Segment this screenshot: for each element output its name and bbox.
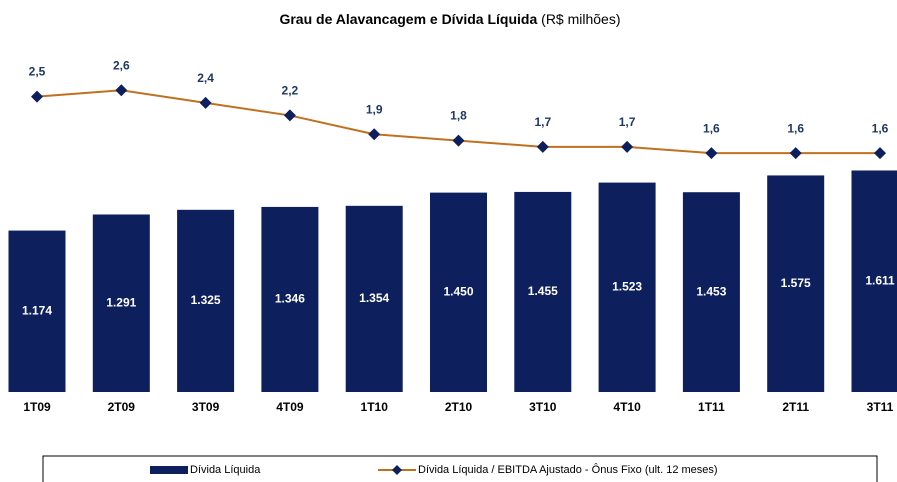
line-value-label: 2,5 (29, 65, 46, 79)
bar (430, 192, 487, 392)
title: Grau de Alavancagem e Dívida Líquida (279, 11, 537, 27)
bar-value-label: 1.346 (275, 292, 305, 306)
bar (177, 209, 235, 392)
legend-label: Dívida Líquida (190, 464, 261, 476)
bar-value-label: 1.291 (106, 295, 136, 309)
line-value-label: 1,8 (450, 109, 467, 123)
line-marker (874, 147, 886, 160)
bar (598, 182, 656, 392)
legend-marker (392, 465, 402, 475)
x-tick-label: 3T10 (529, 400, 557, 414)
bar-value-label: 1.523 (612, 279, 642, 293)
line-marker (368, 128, 381, 141)
line-value-label: 2,6 (113, 58, 130, 72)
line-value-label: 1,6 (872, 121, 889, 135)
line-marker (705, 147, 718, 160)
bar (92, 214, 150, 392)
x-tick-label: 1T10 (361, 400, 389, 414)
line-marker (199, 96, 212, 109)
line-value-label: 2,2 (282, 84, 299, 98)
line-marker (452, 134, 465, 147)
bar (345, 205, 403, 392)
line-marker (283, 109, 296, 122)
bar-value-label: 1.325 (191, 293, 221, 307)
legend-label: Dívida Líquida / EBITDA Ajustado - Ônus … (418, 463, 718, 476)
x-tick-label: 3T11 (867, 400, 894, 414)
x-tick-label: 2T11 (782, 400, 809, 414)
x-tick-label: 4T10 (613, 400, 641, 414)
bar (514, 191, 572, 392)
x-tick-label: 1T11 (698, 400, 725, 414)
subtitle: (R$ milhões) (541, 11, 620, 27)
bar-value-label: 1.611 (865, 273, 895, 287)
x-tick-label: 2T09 (108, 400, 136, 414)
bar-value-label: 1.174 (22, 303, 52, 317)
bar-value-label: 1.575 (781, 276, 811, 290)
line-value-label: 1,6 (787, 121, 804, 135)
line-marker (31, 90, 43, 103)
bar (8, 230, 66, 392)
bar (261, 206, 319, 392)
line-marker (115, 84, 128, 97)
bar (767, 175, 825, 392)
legend-swatch (150, 466, 188, 474)
bar-value-label: 1.455 (528, 284, 558, 298)
x-tick-label: 3T09 (192, 400, 220, 414)
line-value-label: 2,4 (197, 71, 214, 85)
line-marker (789, 147, 802, 160)
bar-value-label: 1.453 (696, 284, 726, 298)
x-tick-label: 1T09 (23, 400, 51, 414)
x-tick-label: 4T09 (276, 400, 304, 414)
bar-value-label: 1.450 (443, 284, 473, 298)
x-tick-label: 2T10 (445, 400, 473, 414)
line-value-label: 1,6 (703, 121, 720, 135)
bar (851, 170, 897, 392)
line-value-label: 1,7 (534, 115, 551, 129)
line-value-label: 1,9 (366, 102, 383, 116)
line-marker (536, 140, 549, 153)
line-marker (621, 140, 634, 153)
bar (682, 192, 740, 392)
chart-title: Grau de Alavancagem e Dívida Líquida (R$… (279, 11, 620, 27)
bar-value-label: 1.354 (359, 291, 389, 305)
line-value-label: 1,7 (619, 115, 636, 129)
